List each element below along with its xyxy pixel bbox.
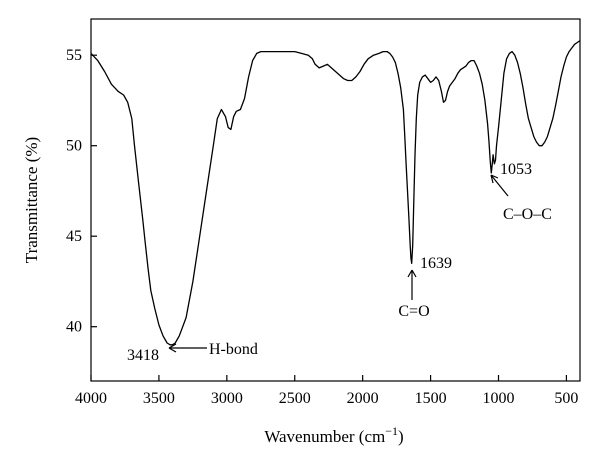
annotation-3418-arrow: [168, 343, 207, 353]
annotation-1639-value: 1639: [420, 255, 452, 272]
x-axis-title-main: Wavenumber (cm: [264, 427, 385, 446]
annotation-3418-value: 3418: [127, 347, 159, 364]
x-axis: 4000 3500 3000 2500 2000 1500 1000 500: [75, 375, 578, 407]
annotation-1639-label: C=O: [398, 303, 429, 320]
annotation-1053: 1053 C–O–C: [490, 161, 552, 223]
x-tick-label: 1500: [415, 390, 447, 407]
y-tick-label: 45: [66, 228, 82, 245]
annotation-1639: 1639 C=O: [398, 255, 452, 320]
annotation-3418: 3418 H-bond: [127, 341, 258, 364]
annotation-1053-value: 1053: [500, 161, 532, 178]
x-tick-label: 500: [554, 390, 578, 407]
spectrum-series-line: [90, 40, 581, 346]
plot-frame: [90, 18, 581, 382]
y-tick-label: 50: [66, 138, 82, 155]
x-tick-label: 3000: [211, 390, 243, 407]
y-tick-label: 40: [66, 319, 82, 336]
x-tick-label: 2500: [279, 390, 311, 407]
y-axis-title: Transmittance (%): [22, 137, 41, 263]
y-tick-label: 55: [66, 47, 82, 64]
x-axis-title-superscript: −1: [385, 424, 398, 438]
annotation-3418-label: H-bond: [209, 341, 258, 358]
x-axis-title: Wavenumber (cm−1): [264, 424, 403, 446]
x-tick-label: 1000: [483, 390, 515, 407]
annotation-1639-arrow: [407, 269, 417, 300]
plot-area-border: [90, 18, 581, 382]
annotation-1053-label: C–O–C: [503, 206, 552, 223]
x-tick-label: 3500: [143, 390, 175, 407]
x-tick-label: 2000: [347, 390, 379, 407]
y-axis: 40 45 50 55: [66, 47, 97, 336]
x-axis-title-close: ): [398, 427, 404, 446]
x-tick-label: 4000: [75, 390, 107, 407]
annotation-1053-arrow: [490, 174, 509, 197]
